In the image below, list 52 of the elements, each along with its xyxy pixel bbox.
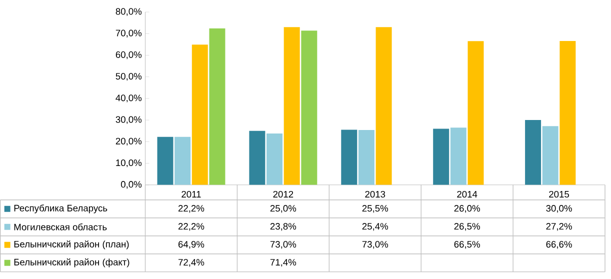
x-tick-label: 2014 [457, 191, 478, 198]
bar [560, 41, 576, 185]
data-label: 73,0% [362, 241, 388, 249]
bar [468, 41, 484, 185]
data-label: 22,2% [178, 223, 204, 231]
bar [266, 134, 283, 185]
y-tick-label: 0,0% [120, 181, 142, 189]
bar [192, 44, 208, 185]
data-label: 26,5% [454, 223, 480, 231]
data-label: 25,0% [270, 205, 296, 213]
bar [174, 136, 191, 185]
data-label: 73,0% [270, 241, 296, 249]
y-tick-label: 40,0% [116, 94, 142, 102]
x-tick-label: 2012 [273, 191, 294, 198]
bar [341, 130, 358, 185]
legend-label: Белыничский район (план) [14, 240, 129, 250]
data-label: 27,2% [546, 223, 572, 231]
legend-label: Белыничский район (факт) [14, 258, 130, 268]
data-label: 72,4% [178, 259, 204, 267]
bar [450, 128, 466, 185]
bar [433, 128, 450, 185]
bar [301, 30, 318, 185]
bar [157, 136, 174, 185]
bar [542, 126, 558, 185]
data-label: 71,4% [270, 259, 296, 267]
data-label: 66,6% [546, 241, 572, 249]
y-tick-label: 30,0% [116, 116, 142, 124]
x-tick-label: 2013 [365, 191, 386, 198]
data-label: 25,4% [362, 223, 388, 231]
bar [358, 130, 374, 185]
data-label: 30,0% [546, 205, 572, 213]
x-tick-label: 2011 [182, 191, 201, 198]
y-tick-label: 70,0% [116, 30, 142, 38]
y-tick-label: 60,0% [116, 51, 142, 60]
legend-label: Могилевская область [14, 223, 107, 230]
data-label: 22,2% [178, 205, 204, 213]
data-label: 66,5% [454, 241, 480, 249]
bar [249, 130, 266, 185]
data-label: 64,9% [178, 241, 204, 249]
y-tick-label: 10,0% [116, 160, 142, 168]
y-tick-label: 50,0% [116, 73, 142, 81]
bar [376, 27, 392, 185]
data-label: 23,8% [270, 223, 296, 231]
x-tick-label: 2015 [549, 191, 569, 198]
bar [209, 28, 226, 185]
bar [525, 120, 542, 185]
bar [284, 27, 300, 185]
y-tick-label: 20,0% [116, 138, 142, 146]
y-tick-label: 80,0% [116, 8, 142, 16]
legend-label: Республика Беларусь [14, 204, 108, 214]
data-label: 25,5% [362, 205, 388, 213]
data-label: 26,0% [454, 205, 480, 213]
